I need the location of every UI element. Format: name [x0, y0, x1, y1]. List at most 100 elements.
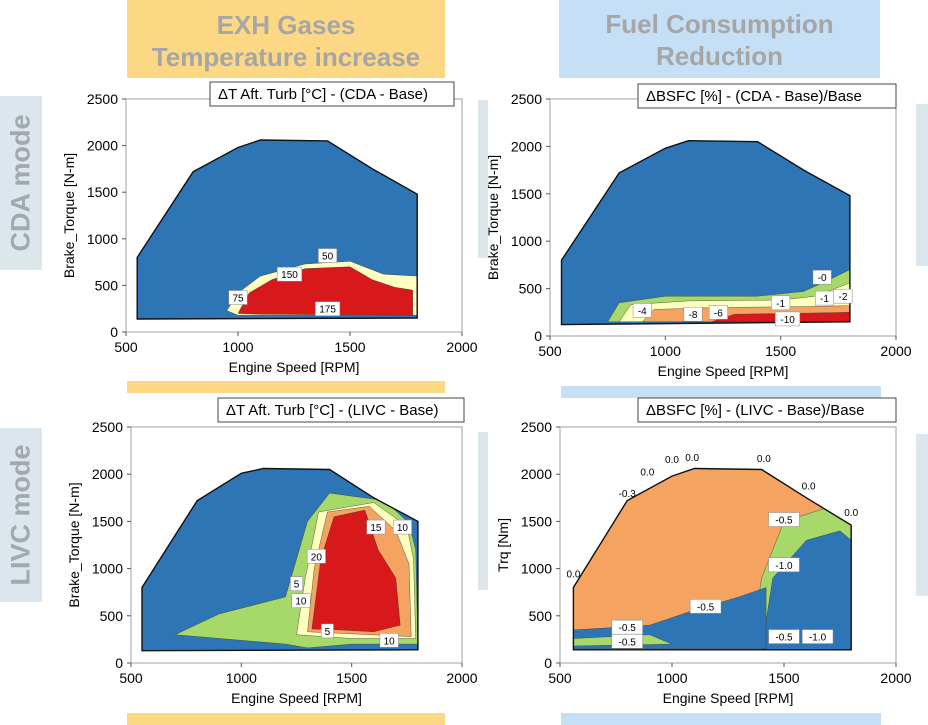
contour-label: -4: [632, 303, 652, 318]
contour-label: -2: [833, 288, 853, 304]
chart-panel-1: 500 1000 1500 200005001000150020002500Engin…: [61, 81, 478, 375]
contour-label-text: -1: [776, 299, 785, 310]
contour-label: 75: [228, 290, 248, 305]
fuel-divider-strip: [561, 386, 881, 398]
contour-label-text: 10: [384, 636, 396, 647]
y-tick-label: 1500: [521, 513, 552, 529]
contour-label-box: [689, 599, 722, 614]
y-tick-label: 2500: [521, 419, 552, 435]
x-tick-label: 1500: [334, 339, 365, 355]
x-tick-label: 1000: [650, 343, 681, 359]
contour-label: -8: [683, 306, 703, 322]
contour-label-box: [801, 629, 834, 644]
chart-panel-2: 500 1000 1500 200005001000150020002500Engin…: [485, 83, 912, 379]
chart-title-box: [209, 81, 455, 107]
x-tick-label: 500: [538, 343, 562, 359]
x-tick-label: 1000: [222, 339, 253, 355]
y-tick-label: 1500: [511, 186, 542, 202]
contour-label: 0.0: [802, 482, 816, 493]
contour-label-text: -0.5: [619, 637, 637, 648]
y-tick-label: 500: [95, 277, 119, 293]
y-tick-label: 2500: [87, 91, 118, 107]
chart-title-box: [637, 83, 897, 109]
contour-label-text: 15: [370, 523, 382, 534]
contour-label-text: 10: [295, 597, 307, 608]
contour-label-box: [392, 519, 412, 535]
contour-label: -10: [775, 311, 801, 327]
contour-label: 0.0: [844, 508, 858, 519]
contour-label: -0.5: [611, 619, 643, 635]
contour-label: 10: [379, 633, 399, 648]
fuel-header-line-1: Fuel Consumption: [605, 9, 834, 39]
y-tick-label: 1000: [511, 233, 542, 249]
x-axis-label: Engine Speed [RPM]: [658, 363, 789, 379]
contour-label: -1.0: [801, 629, 834, 644]
row-label-cda: CDA mode: [0, 96, 42, 270]
y-tick-label: 2500: [92, 419, 123, 435]
contour-label-text: -4: [638, 306, 647, 317]
y-tick-label: 2000: [521, 466, 552, 482]
exh-header-line-2: Temperature increase: [151, 42, 421, 72]
chart-title: ΔT Aft. Turb [°C] - (LIVC - Base): [226, 402, 438, 419]
contour-label-text: 75: [232, 294, 244, 305]
x-axis-label: Engine Speed [RPM]: [663, 690, 794, 706]
chart-title: ΔBSFC [%] - (CDA - Base)/Base: [646, 88, 862, 105]
contour-label-text: 0.0: [757, 454, 771, 465]
contour-label-box: [768, 512, 800, 527]
contour-label-text: -0.5: [775, 633, 793, 644]
y-tick-label: 500: [529, 608, 553, 624]
chart-title: ΔT Aft. Turb [°C] - (CDA - Base): [218, 86, 428, 103]
y-tick-label: 2000: [511, 138, 542, 154]
operating-region-boundary: [136, 139, 418, 320]
x-tick-label: 500: [548, 670, 572, 686]
chart-panel-3: 500 1000 1500 200005001000150020002500Engin…: [66, 397, 478, 706]
contour-label: 50: [318, 248, 338, 263]
y-tick-label: 1500: [92, 513, 123, 529]
contour-band: [311, 509, 401, 633]
contour-label-text: -10: [780, 315, 795, 326]
contour-label: 5: [290, 576, 303, 591]
y-tick-label: 1000: [87, 231, 118, 247]
contour-label: -0.5: [768, 629, 800, 644]
contour-label: -1: [771, 295, 791, 311]
contour-label: -0.3: [619, 489, 637, 500]
contour-label-text: -0: [818, 273, 827, 284]
contour-label-box: [683, 306, 703, 322]
contour-label: 20: [306, 549, 326, 564]
contour-label-text: 0.0: [640, 467, 654, 478]
x-tick-label: 1500: [765, 343, 796, 359]
contour-label-text: 0.0: [665, 455, 679, 466]
contour-label-box: [708, 305, 728, 320]
contour-label: 15: [366, 519, 386, 535]
row-label-livc: LIVC mode: [0, 428, 42, 602]
x-tick-label: 2000: [446, 339, 477, 355]
x-tick-label: 2000: [446, 670, 477, 686]
contour-label-text: 50: [322, 252, 334, 263]
contour-label: 0.0: [685, 453, 699, 464]
y-tick-label: 0: [534, 328, 542, 344]
y-axis-label: Trq [Nm]: [495, 518, 511, 572]
contour-label: -0: [812, 269, 832, 285]
contour-label-box: [228, 290, 248, 305]
y-tick-label: 0: [115, 655, 123, 671]
x-tick-label: 1000: [226, 670, 257, 686]
y-axis-label: Brake_Torque [N-m]: [61, 153, 77, 278]
contour-label-box: [768, 557, 800, 573]
contour-label-text: 5: [294, 580, 300, 591]
contour-label: 0.0: [757, 454, 771, 465]
contour-label: -0.5: [611, 634, 643, 649]
contour-label-text: -1.0: [775, 561, 793, 572]
contour-label-text: -6: [714, 308, 723, 319]
y-tick-label: 500: [519, 281, 543, 297]
y-tick-label: 0: [110, 324, 118, 340]
exh-divider-strip: [127, 381, 445, 393]
y-axis-label: Brake_Torque [N-m]: [485, 155, 501, 280]
contour-label-box: [379, 633, 399, 648]
y-tick-label: 1000: [92, 561, 123, 577]
contour-label-text: 0.0: [844, 508, 858, 519]
contour-label-box: [366, 519, 386, 535]
y-tick-label: 2500: [511, 91, 542, 107]
contour-bands: [174, 492, 418, 649]
contour-label-box: [611, 634, 643, 649]
